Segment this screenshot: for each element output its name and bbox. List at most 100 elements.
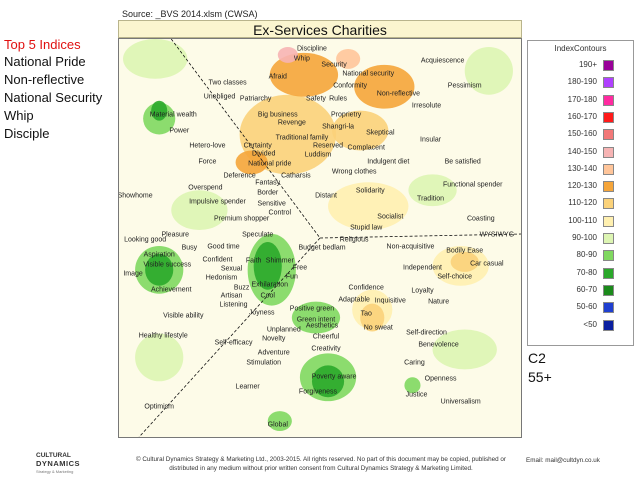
value-label: Reserved [313, 142, 344, 150]
value-label: Listening [219, 301, 248, 309]
value-label: Free [292, 264, 308, 272]
value-label: Caring [404, 359, 425, 367]
legend-row: 80-90 [528, 249, 633, 263]
value-label: Certainty [243, 142, 272, 150]
legend-swatch [603, 233, 614, 244]
value-label: Unobliged [203, 93, 236, 101]
value-label: Good time [207, 243, 240, 251]
value-label: Aspiration [143, 251, 175, 259]
value-label: Material wealth [149, 111, 197, 119]
legend-row: 140-150 [528, 146, 633, 160]
segment-age: 55+ [528, 369, 552, 385]
legend-row: 190+ [528, 59, 633, 73]
legend-swatch [603, 250, 614, 262]
contour-region [267, 411, 292, 432]
legend-swatch [603, 163, 614, 175]
value-label: Busy [181, 244, 198, 252]
value-label: Impulsive spender [189, 198, 246, 206]
value-label: Discipline [296, 45, 327, 53]
contact-email: Email: mail@cultdyn.co.uk [526, 457, 600, 464]
legend-swatch [603, 146, 614, 158]
legend-row: 150-160 [528, 128, 633, 142]
contour-region [277, 46, 298, 63]
value-label: No sweat [363, 324, 393, 332]
legend-label: 60-70 [576, 284, 597, 294]
index-item: National Security [4, 90, 103, 105]
value-label: Confident [202, 256, 233, 264]
value-label: Insular [420, 136, 442, 144]
value-label: Pleasure [161, 231, 190, 239]
value-label: Justice [405, 391, 428, 399]
value-label: Joyness [248, 309, 275, 317]
legend-swatch [603, 77, 614, 89]
value-label: Image [123, 270, 143, 278]
value-label: Coasting [466, 215, 495, 223]
legend-swatch [603, 94, 614, 106]
value-label: Premium shopper [213, 215, 270, 223]
value-label: Sexual [220, 265, 243, 273]
contour-region [336, 48, 361, 69]
value-label: Solidarity [355, 187, 385, 195]
value-label: Universalism [440, 398, 481, 406]
contour-region [123, 39, 188, 79]
contour-region [135, 333, 184, 382]
value-label: Functional spender [442, 181, 503, 189]
value-label: Safety [306, 95, 326, 103]
legend-label: <50 [583, 319, 597, 329]
value-label: Adaptable [338, 296, 370, 304]
value-label: Novelty [262, 335, 286, 343]
value-label: Security [321, 61, 347, 69]
legend-row: 90-100 [528, 232, 633, 246]
contour-region [239, 94, 337, 175]
values-map-plot: Discipline Whip Security Acquiescence Nation… [118, 38, 522, 438]
value-label: Fantasy [255, 179, 281, 187]
value-label: Artisan [220, 292, 243, 300]
value-label: Green intent [296, 316, 336, 324]
legend-row: 170-180 [528, 94, 633, 108]
value-label: Afraid [268, 73, 287, 81]
value-label: Optimism [144, 403, 174, 411]
legend-row: 180-190 [528, 76, 633, 90]
index-item: Whip [4, 108, 34, 123]
value-label: Forgiveness [298, 388, 338, 396]
value-label: Benevolence [418, 341, 459, 349]
value-label: Indulgent diet [367, 158, 410, 166]
chart-title: Ex-Services Charities [118, 20, 522, 38]
value-label: Visible success [143, 261, 192, 269]
contour-region [408, 174, 457, 207]
value-label: Hetero-love [189, 142, 226, 150]
contour-region [354, 64, 415, 109]
value-label: Whip [293, 55, 310, 63]
index-item: Disciple [4, 126, 50, 141]
legend-label: 50-60 [576, 302, 597, 312]
index-item: National Pride [4, 54, 86, 69]
legend-label: 80-90 [576, 250, 597, 260]
value-label: Pessimism [447, 82, 482, 90]
value-label: Fun [285, 273, 298, 281]
value-label: Shimmer [265, 257, 294, 265]
value-label: Overspend [188, 184, 223, 192]
value-label: Revenge [277, 119, 306, 127]
legend-label: 170-180 [567, 94, 597, 104]
copyright-notice: © Cultural Dynamics Strategy & Marketing… [135, 456, 507, 472]
value-label: Unplanned [266, 326, 301, 334]
legend-row: 60-70 [528, 284, 633, 298]
value-label: Self-efficacy [214, 339, 253, 347]
value-label: Rules [329, 95, 348, 103]
value-label: Faith [245, 257, 262, 265]
contour-region [464, 46, 513, 95]
value-label: Two classes [208, 79, 247, 87]
value-label: Bodily Ease [446, 247, 484, 255]
contour-region [450, 251, 479, 272]
value-label: Power [169, 127, 190, 135]
contour-region [253, 241, 282, 290]
value-label: Socialist [377, 213, 404, 221]
value-label: Openness [424, 375, 457, 383]
quadrant-divider-line [170, 39, 321, 239]
value-label: Deference [223, 172, 256, 180]
value-label: Traditional family [275, 134, 329, 142]
legend-row: 160-170 [528, 111, 633, 125]
segment-code: C2 [528, 350, 546, 366]
value-label: Showhome [118, 192, 153, 200]
legend-title: IndexContours [554, 44, 607, 53]
